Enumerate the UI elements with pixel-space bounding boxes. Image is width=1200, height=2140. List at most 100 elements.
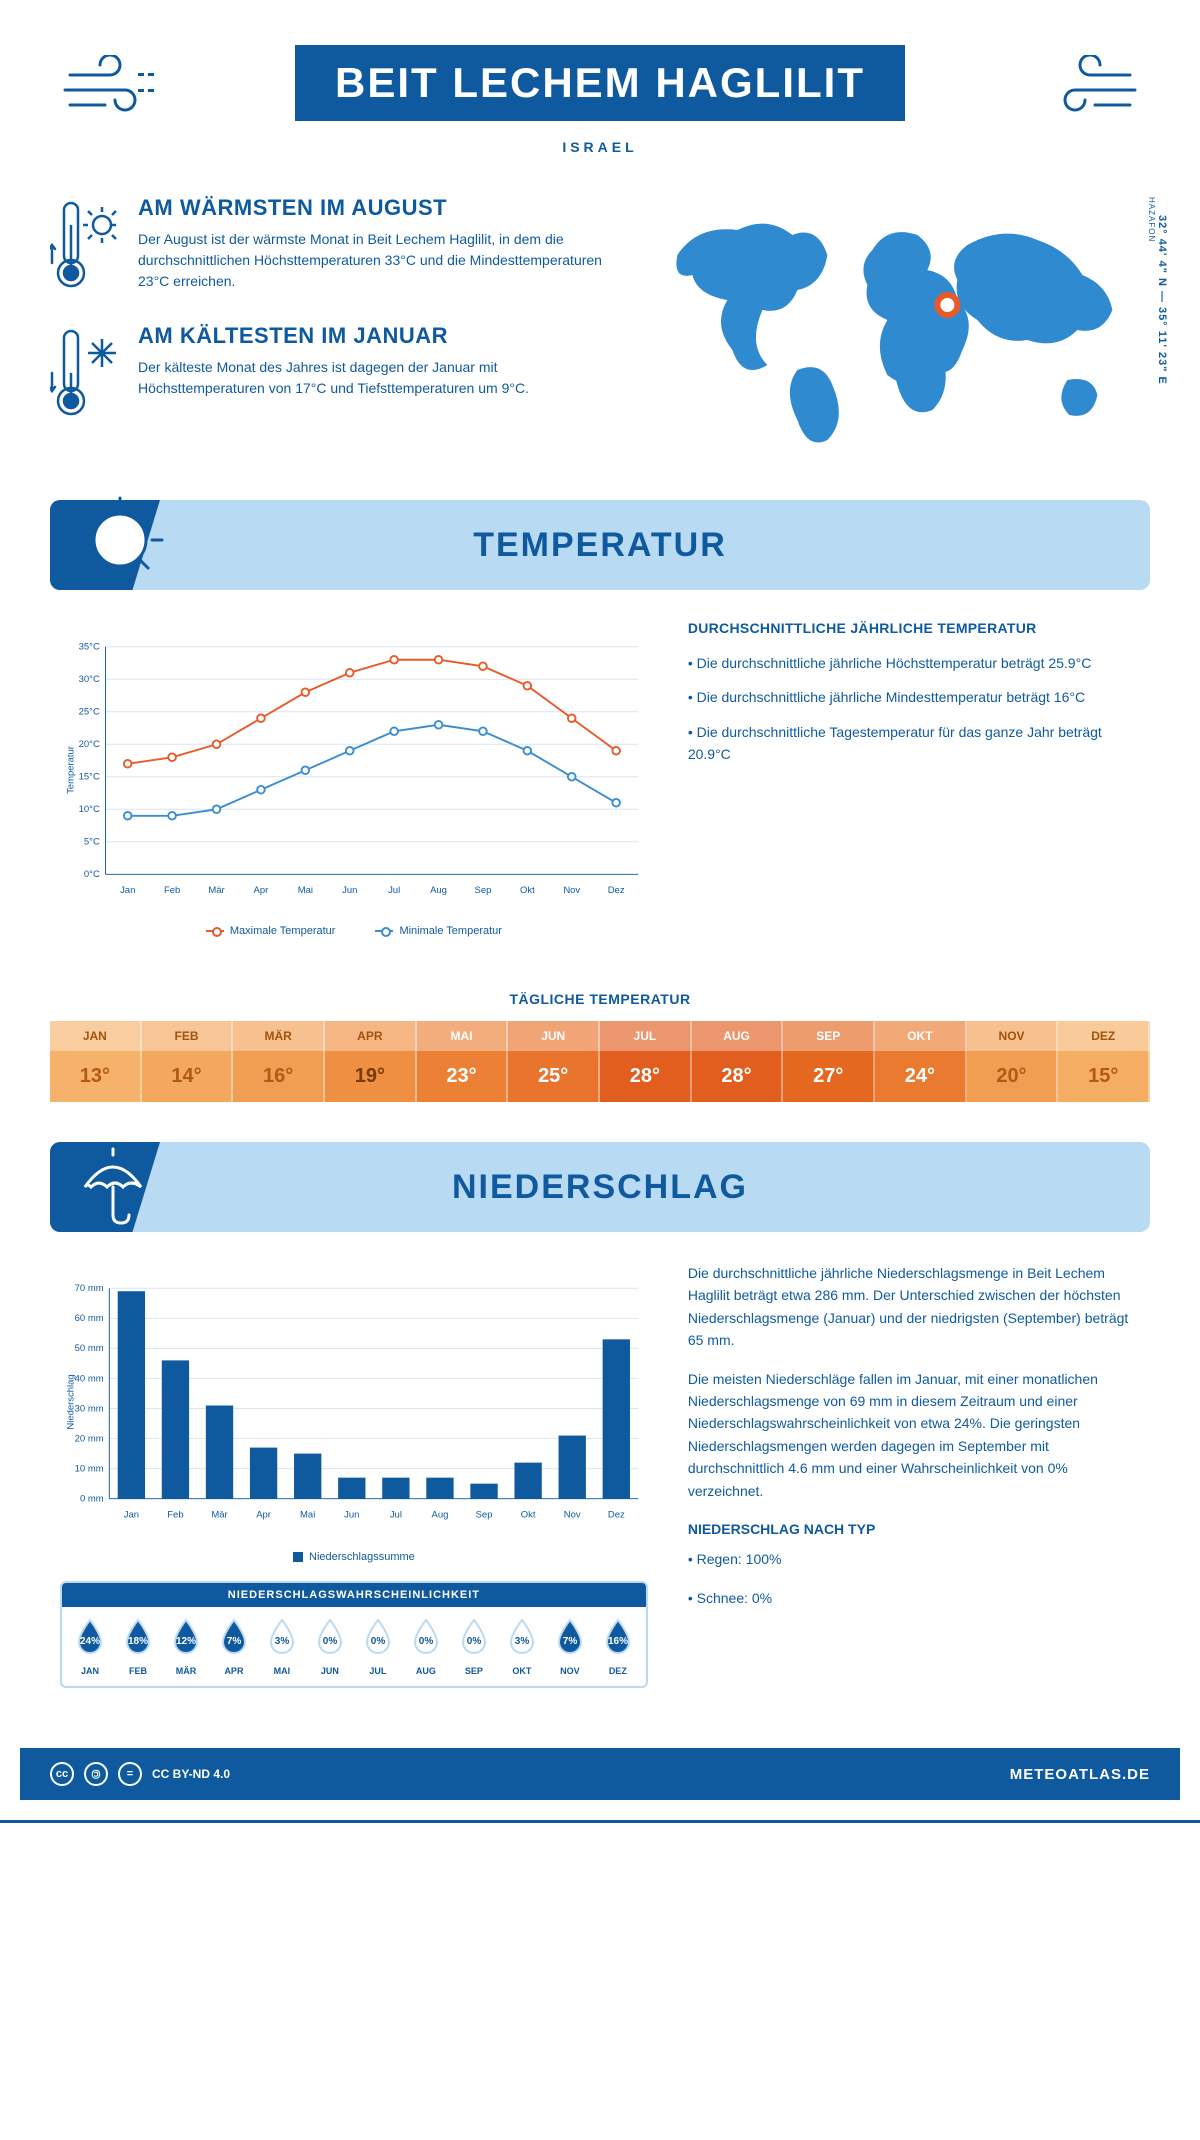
probability-cell: 3%MAI [258,1617,306,1676]
probability-cell: 0%JUL [354,1617,402,1676]
thermometer-cold-icon [50,323,120,423]
svg-text:10 mm: 10 mm [75,1463,104,1474]
svg-text:7%: 7% [563,1636,578,1647]
heat-month-value: 27° [783,1051,875,1102]
svg-text:40 mm: 40 mm [75,1373,104,1384]
wind-icon [1030,55,1140,130]
temp-info-bullet: • Die durchschnittliche jährliche Mindes… [688,686,1140,708]
heat-month-label: APR [325,1021,417,1051]
temp-info-heading: DURCHSCHNITTLICHE JÄHRLICHE TEMPERATUR [688,620,1140,636]
svg-text:Jul: Jul [388,885,400,896]
heat-month-label: OKT [875,1021,967,1051]
svg-text:0 mm: 0 mm [80,1494,104,1505]
svg-text:10°C: 10°C [79,804,100,815]
footer: cc 🄯 = CC BY-ND 4.0 METEOATLAS.DE [20,1748,1180,1800]
probability-cell: 0%JUN [306,1617,354,1676]
probability-cell: 24%JAN [66,1617,114,1676]
region-label: HAZAFON [1147,197,1156,242]
svg-text:Jun: Jun [344,1510,359,1521]
heat-month-value: 20° [967,1051,1059,1102]
svg-text:Mär: Mär [211,1510,227,1521]
temperature-info: DURCHSCHNITTLICHE JÄHRLICHE TEMPERATUR •… [688,620,1140,937]
svg-text:30°C: 30°C [79,674,100,685]
svg-text:20°C: 20°C [79,739,100,750]
svg-text:Apr: Apr [254,885,269,896]
thermometer-hot-icon [50,195,120,295]
precip-type-item: • Schnee: 0% [688,1587,1140,1609]
svg-text:3%: 3% [275,1636,290,1647]
infographic-page: BEIT LECHEM HAGLILIT ISRAEL AM WÄRMSTEN … [0,0,1200,1820]
coordinates: 32° 44' 4" N — 35° 11' 23" E [1156,215,1168,385]
license-text: CC BY-ND 4.0 [152,1767,230,1781]
svg-text:Sep: Sep [475,885,492,896]
legend-high: Maximale Temperatur [206,925,336,937]
probability-cell: 7%APR [210,1617,258,1676]
svg-text:Sep: Sep [476,1510,493,1521]
svg-text:Aug: Aug [432,1510,449,1521]
svg-text:15°C: 15°C [79,772,100,783]
probability-heading: NIEDERSCHLAGSWAHRSCHEINLICHKEIT [62,1583,646,1607]
cc-icon: cc [50,1762,74,1786]
world-map: HAZAFON 32° 44' 4" N — 35° 11' 23" E [645,195,1150,460]
svg-text:Okt: Okt [521,1510,536,1521]
svg-text:Niederschlag: Niederschlag [65,1374,76,1429]
nd-icon: = [118,1762,142,1786]
svg-text:7%: 7% [227,1636,242,1647]
umbrella-icon [65,1137,160,1237]
svg-text:Mai: Mai [300,1510,315,1521]
heat-month-value: 15° [1058,1051,1150,1102]
svg-text:35°C: 35°C [79,642,100,653]
svg-text:Apr: Apr [256,1510,271,1521]
svg-text:Temperatur: Temperatur [65,746,76,794]
svg-text:0%: 0% [323,1636,338,1647]
heat-month-label: AUG [692,1021,784,1051]
warmest-block: AM WÄRMSTEN IM AUGUST Der August ist der… [50,195,605,295]
precip-paragraph: Die meisten Niederschläge fallen im Janu… [688,1368,1140,1502]
coldest-heading: AM KÄLTESTEN IM JANUAR [138,323,605,349]
temperature-banner: TEMPERATUR [50,500,1150,590]
svg-text:3%: 3% [515,1636,530,1647]
heat-month-value: 28° [600,1051,692,1102]
svg-text:0°C: 0°C [84,869,100,880]
svg-text:Nov: Nov [564,1510,581,1521]
coldest-block: AM KÄLTESTEN IM JANUAR Der kälteste Mona… [50,323,605,423]
svg-text:18%: 18% [128,1636,148,1647]
daily-temp-values: 13°14°16°19°23°25°28°28°27°24°20°15° [50,1051,1150,1102]
probability-cell: 0%SEP [450,1617,498,1676]
heat-month-value: 13° [50,1051,142,1102]
svg-text:0%: 0% [371,1636,386,1647]
precipitation-heading: NIEDERSCHLAG [452,1168,748,1207]
svg-text:0%: 0% [419,1636,434,1647]
wind-icon [60,55,170,130]
sun-icon [70,490,170,595]
svg-text:Jan: Jan [124,1510,139,1521]
probability-cell: 0%AUG [402,1617,450,1676]
svg-text:60 mm: 60 mm [75,1313,104,1324]
svg-text:Mai: Mai [298,885,313,896]
intro-section: AM WÄRMSTEN IM AUGUST Der August ist der… [50,185,1150,500]
warmest-heading: AM WÄRMSTEN IM AUGUST [138,195,605,221]
heat-month-label: MÄR [233,1021,325,1051]
svg-text:25°C: 25°C [79,707,100,718]
svg-text:30 mm: 30 mm [75,1403,104,1414]
precipitation-banner: NIEDERSCHLAG [50,1142,1150,1232]
probability-cell: 18%FEB [114,1617,162,1676]
heat-month-value: 14° [142,1051,234,1102]
svg-text:20 mm: 20 mm [75,1433,104,1444]
page-title: BEIT LECHEM HAGLILIT [295,45,905,121]
temp-info-bullet: • Die durchschnittliche jährliche Höchst… [688,652,1140,674]
svg-text:Feb: Feb [167,1510,183,1521]
daily-temp-heading: TÄGLICHE TEMPERATUR [50,991,1150,1007]
svg-text:16%: 16% [608,1636,628,1647]
bar-legend: Niederschlagssumme [60,1551,648,1563]
heat-month-label: NOV [967,1021,1059,1051]
heat-month-value: 24° [875,1051,967,1102]
probability-box: NIEDERSCHLAGSWAHRSCHEINLICHKEIT 24%JAN18… [60,1581,648,1688]
page-subtitle: ISRAEL [50,139,1150,155]
heat-month-label: MAI [417,1021,509,1051]
temp-info-bullet: • Die durchschnittliche Tagestemperatur … [688,721,1140,766]
precipitation-info: Die durchschnittliche jährliche Niedersc… [688,1262,1140,1688]
coldest-text: Der kälteste Monat des Jahres ist dagege… [138,357,605,399]
legend-low: Minimale Temperatur [375,925,502,937]
svg-text:Dez: Dez [608,885,625,896]
